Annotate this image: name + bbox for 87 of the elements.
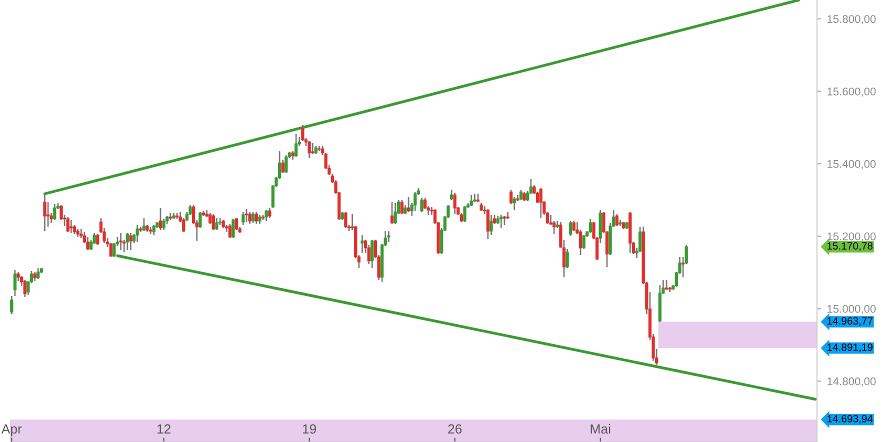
y-tick-label: 14.800,00 <box>828 377 876 387</box>
candlestick <box>486 208 490 240</box>
candlestick <box>36 267 40 280</box>
candlestick <box>119 232 122 251</box>
x-tick-label: 19 <box>302 424 316 434</box>
candlestick <box>66 216 70 233</box>
candlestick <box>10 295 14 315</box>
candlestick <box>254 211 258 225</box>
candlestick <box>344 211 348 229</box>
candlestick <box>311 142 314 155</box>
candlestick <box>46 201 50 228</box>
candlestick <box>228 223 232 239</box>
candlestick <box>258 214 262 225</box>
candlestick <box>158 207 162 231</box>
candlestick <box>400 199 404 215</box>
candlestick <box>72 224 76 235</box>
candlestick <box>360 234 364 254</box>
x-tick-label: Mai <box>590 424 610 434</box>
candlestick <box>569 220 572 237</box>
candlestick <box>212 213 215 231</box>
candlestick <box>281 159 284 174</box>
candlestick <box>394 202 397 225</box>
candlestick <box>284 154 288 174</box>
candlestick <box>264 209 268 222</box>
text: 14.963,77 <box>827 317 872 326</box>
candlestick <box>582 234 586 250</box>
candlestick <box>414 191 417 212</box>
candlestick <box>566 248 569 269</box>
candlestick <box>549 214 552 226</box>
y-tick-label: 15.000,00 <box>828 304 876 314</box>
candlestick <box>294 133 298 158</box>
candlestick <box>387 230 390 243</box>
text: 14.891,19 <box>827 344 873 352</box>
y-tick-label: 15.400,00 <box>828 160 876 170</box>
candlestick <box>109 242 112 258</box>
candlestick <box>23 279 26 298</box>
candlestick <box>248 211 252 225</box>
candlestick <box>522 191 526 202</box>
candlestick <box>588 218 592 234</box>
candlestick <box>70 219 73 234</box>
candlestick <box>252 211 255 224</box>
x-tick-label: 26 <box>448 424 462 434</box>
candlestick <box>152 224 156 236</box>
candlestick <box>13 269 17 297</box>
candlestick <box>406 196 410 213</box>
candlestick <box>126 232 129 251</box>
candlestick <box>367 244 370 265</box>
candlestick <box>142 217 146 232</box>
candlestick <box>53 203 56 221</box>
candlestick <box>96 233 100 246</box>
candlestick <box>232 218 235 239</box>
candlestick <box>500 214 503 229</box>
text: 14.693,94 <box>827 414 873 424</box>
candlestick <box>215 217 218 231</box>
candlestick <box>615 213 618 227</box>
candlestick <box>490 214 493 236</box>
candlestick <box>80 228 83 239</box>
candlestick <box>453 192 456 215</box>
text: 15.170,78 <box>827 242 873 251</box>
candlestick <box>242 211 245 226</box>
x-tick-label: 12 <box>157 424 170 434</box>
candlestick <box>470 194 473 207</box>
candlestick <box>664 279 668 291</box>
candlestick <box>16 271 20 282</box>
candlestick <box>301 124 304 142</box>
candlestick <box>463 205 466 223</box>
y-tick-label: 15.600,00 <box>828 88 876 97</box>
candlestick <box>390 201 394 225</box>
candlestick <box>519 189 523 201</box>
candlestick <box>136 224 139 243</box>
x-tick-label: Apr <box>1 424 22 436</box>
candlestick <box>129 232 132 251</box>
candlestick <box>572 220 576 232</box>
candlestick <box>308 140 311 159</box>
candlestick <box>33 271 36 282</box>
candlestick <box>268 207 272 219</box>
candlestick <box>539 187 542 219</box>
candlestick <box>450 189 454 201</box>
candlestick <box>86 236 90 251</box>
candlestick <box>420 197 424 213</box>
candlestick <box>162 218 166 231</box>
candlestick <box>43 193 46 232</box>
candlestick <box>244 208 248 223</box>
y-tick-label: 15.800,00 <box>828 15 876 24</box>
candlestick <box>502 215 506 226</box>
y-tick-label: 15.200,00 <box>828 232 876 242</box>
candlestick <box>370 239 374 269</box>
